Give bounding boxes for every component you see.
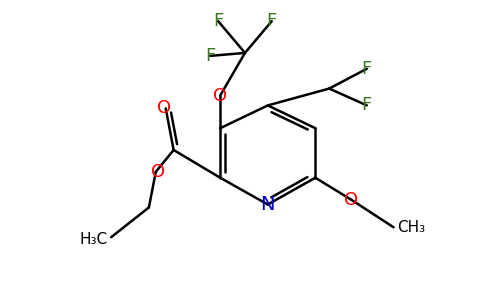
- Text: O: O: [157, 99, 171, 117]
- Text: F: F: [362, 60, 372, 78]
- Text: CH₃: CH₃: [397, 220, 425, 235]
- Text: F: F: [362, 96, 372, 114]
- Text: F: F: [267, 12, 277, 30]
- Text: O: O: [151, 163, 165, 181]
- Text: F: F: [205, 47, 215, 65]
- Text: F: F: [213, 12, 223, 30]
- Text: N: N: [260, 195, 275, 214]
- Text: H₃C: H₃C: [79, 232, 107, 247]
- Text: O: O: [344, 190, 358, 208]
- Text: O: O: [213, 86, 227, 104]
